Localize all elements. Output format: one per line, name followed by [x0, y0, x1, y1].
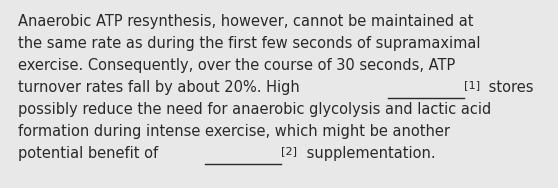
Text: possibly reduce the need for anaerobic glycolysis and lactic acid: possibly reduce the need for anaerobic g…: [18, 102, 491, 117]
Text: [1]: [1]: [464, 80, 480, 90]
Text: supplementation.: supplementation.: [301, 146, 435, 161]
Text: stores: stores: [484, 80, 534, 95]
Text: Anaerobic ATP resynthesis, however, cannot be maintained at: Anaerobic ATP resynthesis, however, cann…: [18, 14, 474, 29]
Text: turnover rates fall by about 20%. High: turnover rates fall by about 20%. High: [18, 80, 304, 95]
Text: the same rate as during the first few seconds of supramaximal: the same rate as during the first few se…: [18, 36, 480, 51]
Text: formation during intense exercise, which might be another: formation during intense exercise, which…: [18, 124, 450, 139]
Text: [2]: [2]: [281, 146, 297, 156]
Text: potential benefit of: potential benefit of: [18, 146, 163, 161]
Text: exercise. Consequently, over the course of 30 seconds, ATP: exercise. Consequently, over the course …: [18, 58, 455, 73]
